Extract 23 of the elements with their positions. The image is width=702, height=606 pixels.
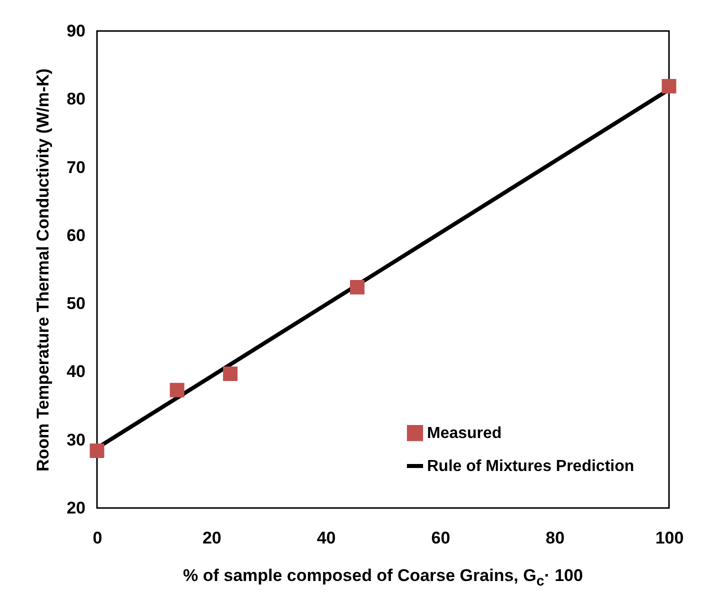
x-axis-title: % of sample composed of Coarse Grains, G$_{c}$· 100 bbox=[182, 566, 584, 590]
point bbox=[662, 78, 676, 94]
y-tick-label: 70 bbox=[66, 158, 86, 177]
y-axis-title: Room Temperature Thermal Conductivity (W/m-K) bbox=[34, 68, 53, 472]
y-tick-label: 90 bbox=[66, 22, 86, 40]
y-tick-label: 40 bbox=[66, 362, 86, 382]
legend-label: Rule of Mixtures Prediction bbox=[427, 458, 634, 475]
y-tick-label: 50 bbox=[66, 294, 86, 314]
y-tick-label: 80 bbox=[66, 90, 86, 109]
point bbox=[350, 280, 365, 294]
x-tick-label: 100 bbox=[655, 528, 684, 548]
point bbox=[90, 444, 104, 458]
x-tick-label: 60 bbox=[431, 528, 450, 548]
point bbox=[170, 382, 184, 398]
x-tick-label: 80 bbox=[546, 528, 565, 548]
x-tick-label: 20 bbox=[202, 528, 222, 548]
legend-label: Measured bbox=[427, 425, 502, 442]
x-tick-label: 0 bbox=[92, 528, 102, 548]
point bbox=[223, 366, 238, 382]
y-tick-label: 60 bbox=[66, 226, 86, 245]
x-tick-label: 40 bbox=[316, 528, 336, 548]
y-tick-label: 30 bbox=[66, 430, 86, 450]
y-tick-label: 20 bbox=[66, 498, 86, 518]
